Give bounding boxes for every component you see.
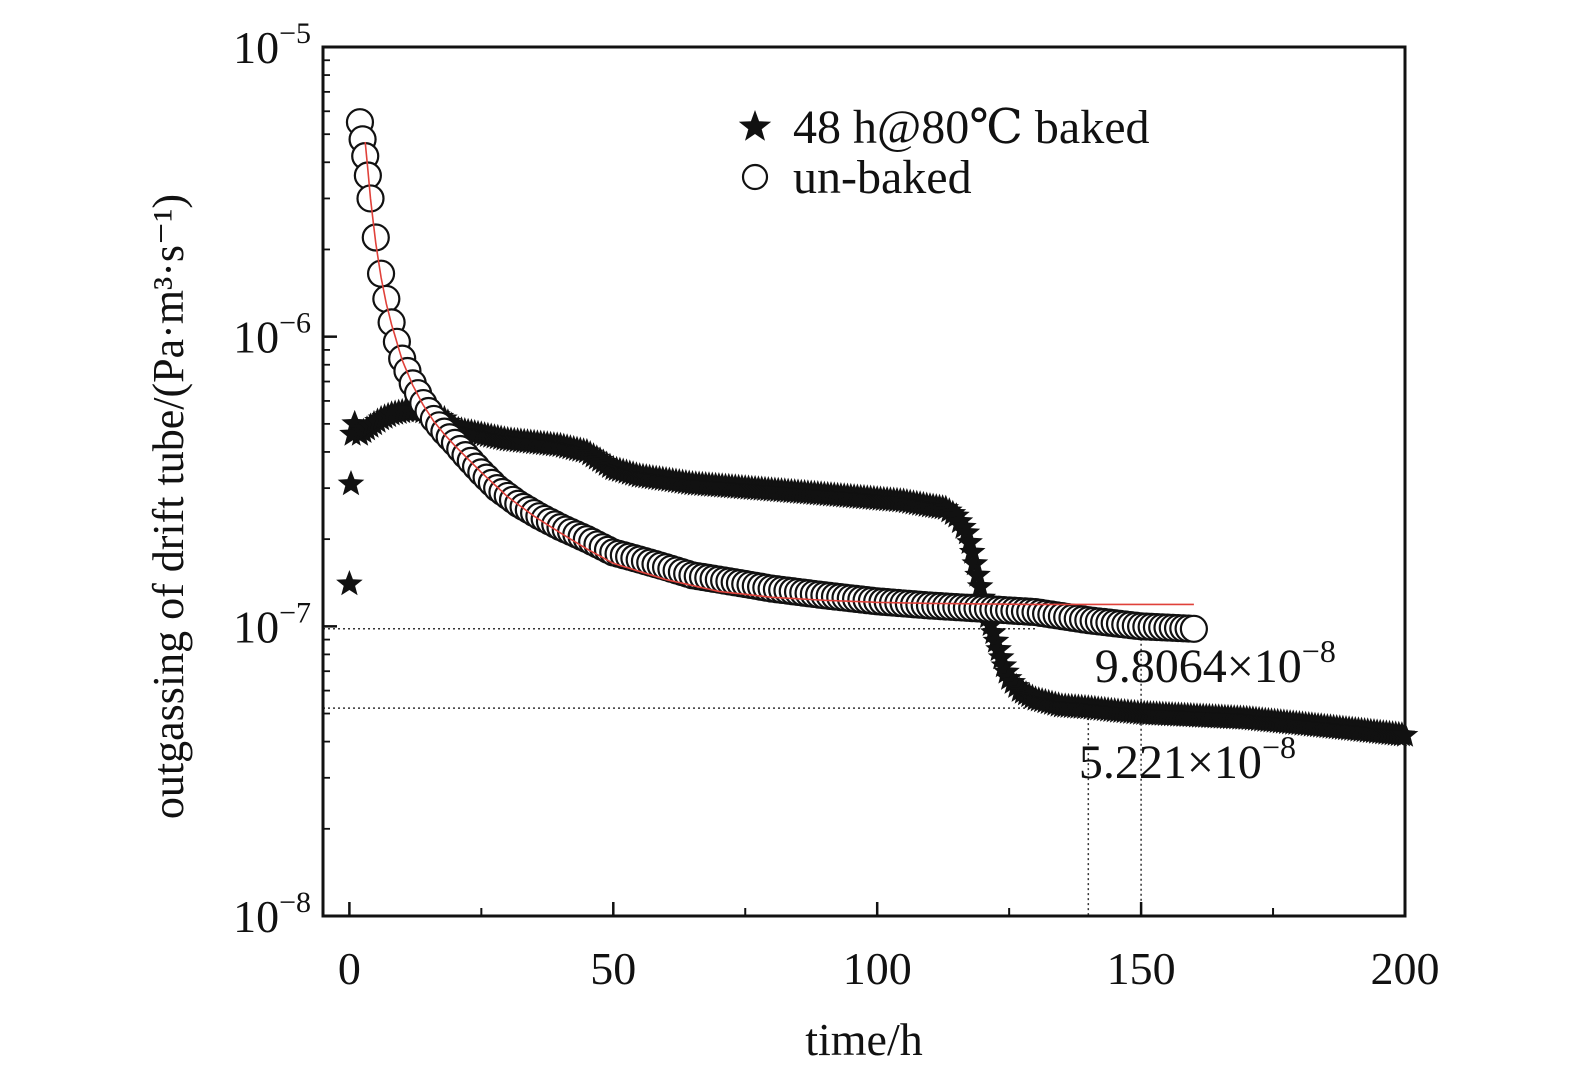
baked-point <box>993 658 1020 684</box>
baked-point <box>1002 672 1030 698</box>
x-tick-label: 200 <box>1371 943 1440 994</box>
axis-ticks <box>323 45 1407 918</box>
series-baked <box>336 395 1419 747</box>
baked-point <box>336 570 363 596</box>
baked-point <box>961 549 989 576</box>
baked-point <box>956 528 983 554</box>
baked-point <box>999 668 1026 694</box>
x-tick-label: 0 <box>338 943 361 994</box>
y-tick-label: 10−7 <box>233 596 311 652</box>
x-tick-label: 150 <box>1107 943 1176 994</box>
baked-point <box>943 502 970 528</box>
baked-point <box>950 513 977 539</box>
baked-point <box>980 618 1007 645</box>
unbaked-point <box>372 284 401 314</box>
y-tick-label: 10−6 <box>233 307 311 363</box>
unbaked-point <box>1179 614 1208 643</box>
baked-point <box>946 507 974 534</box>
x-tick-label: 50 <box>590 943 636 994</box>
baked-point <box>337 470 365 496</box>
baked-point <box>953 519 981 545</box>
value-annotation: 5.221×10−8 <box>1079 729 1296 789</box>
x-tick-label: 100 <box>843 943 912 994</box>
baked-point <box>982 627 1010 653</box>
baked-point <box>966 572 994 599</box>
legend-label-unbaked: un-baked <box>793 151 972 204</box>
baked-point <box>977 610 1004 636</box>
baked-point <box>985 635 1012 662</box>
fit-curve-layer <box>364 141 1194 606</box>
plot-frame <box>321 45 1407 918</box>
baked-point <box>990 651 1018 678</box>
baked-point <box>987 643 1015 670</box>
legend-label-baked: 48 h@80℃ baked <box>793 101 1150 154</box>
value-annotation: 9.8064×10−8 <box>1095 633 1336 693</box>
axis-tick-labels: 0 50 100 150 200 10−5 10−6 10−7 10−8 <box>233 17 1439 994</box>
baked-point <box>341 409 368 436</box>
x-axis-label: time/h <box>805 1014 923 1065</box>
series-unbaked <box>345 108 1208 643</box>
baked-point <box>995 664 1023 690</box>
value-annotations: 9.8064×10−8 5.221×10−8 <box>1079 633 1336 789</box>
reference-lines <box>323 628 1142 916</box>
y-tick-label: 10−5 <box>233 17 311 73</box>
y-tick-label: 10−8 <box>233 886 311 942</box>
legend-circle-marker <box>741 163 769 191</box>
legend-star-marker <box>738 110 772 141</box>
baked-point <box>964 561 991 587</box>
baked-point <box>958 538 986 564</box>
y-axis-label: outgassing of drift tube/(Pa·m³·s⁻¹) <box>144 194 193 819</box>
data-series <box>336 108 1419 747</box>
fit-curve <box>364 141 1194 606</box>
